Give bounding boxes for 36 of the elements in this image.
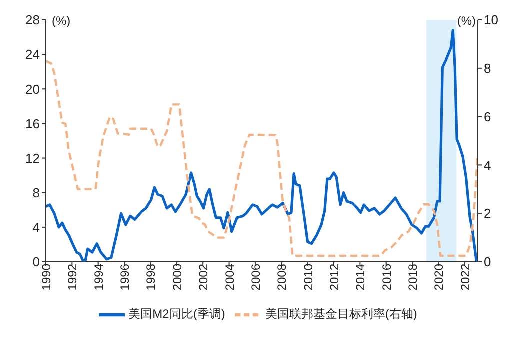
y-tick-label: 28 [26, 12, 40, 28]
x-tick-label: 2014 [354, 264, 368, 291]
y2-tick-label: 6 [484, 109, 492, 124]
annotation: (%) [52, 14, 71, 28]
x-tick-label: 1996 [118, 264, 132, 291]
x-tick-label: 2018 [406, 264, 420, 291]
y2-tick-label: 0 [484, 254, 492, 270]
y-tick-label: 0 [32, 254, 40, 270]
y2-tick-label: 8 [484, 61, 492, 76]
x-tick-label: 2002 [196, 264, 211, 291]
x-tick-label: 2016 [380, 264, 394, 291]
legend-label: 美国M2同比(季调) [128, 307, 226, 322]
x-tick-label: 1998 [144, 264, 158, 291]
x-tick-label: 1990 [40, 264, 54, 291]
x-tick-label: 2006 [248, 264, 263, 291]
y-tick-label: 8 [32, 185, 40, 200]
legend-label: 美国联邦基金目标利率(右轴) [265, 307, 418, 322]
x-tick-label: 2020 [432, 264, 446, 291]
x-tick-label: 2010 [301, 264, 316, 291]
y-tick-label: 16 [26, 116, 40, 132]
x-tick-label: 1994 [92, 264, 106, 291]
x-tick-label: 1992 [66, 264, 80, 291]
y2-tick-label: 4 [484, 158, 492, 173]
y2-tick-label: 10 [484, 12, 498, 28]
x-tick-label: 2004 [222, 264, 237, 291]
y2-tick-label: 2 [484, 206, 492, 222]
x-tick-label: 2012 [328, 264, 342, 291]
line-series [46, 60, 478, 258]
y-tick-label: 12 [26, 150, 40, 166]
y-tick-label: 24 [26, 47, 40, 62]
x-tick-label: 2000 [170, 264, 184, 291]
y-tick-label: 4 [32, 220, 40, 236]
x-tick-label: 2022 [458, 264, 472, 291]
y-tick-label: 20 [26, 82, 40, 97]
annotation: (%) [457, 14, 476, 28]
x-tick-label: 2008 [275, 264, 290, 291]
